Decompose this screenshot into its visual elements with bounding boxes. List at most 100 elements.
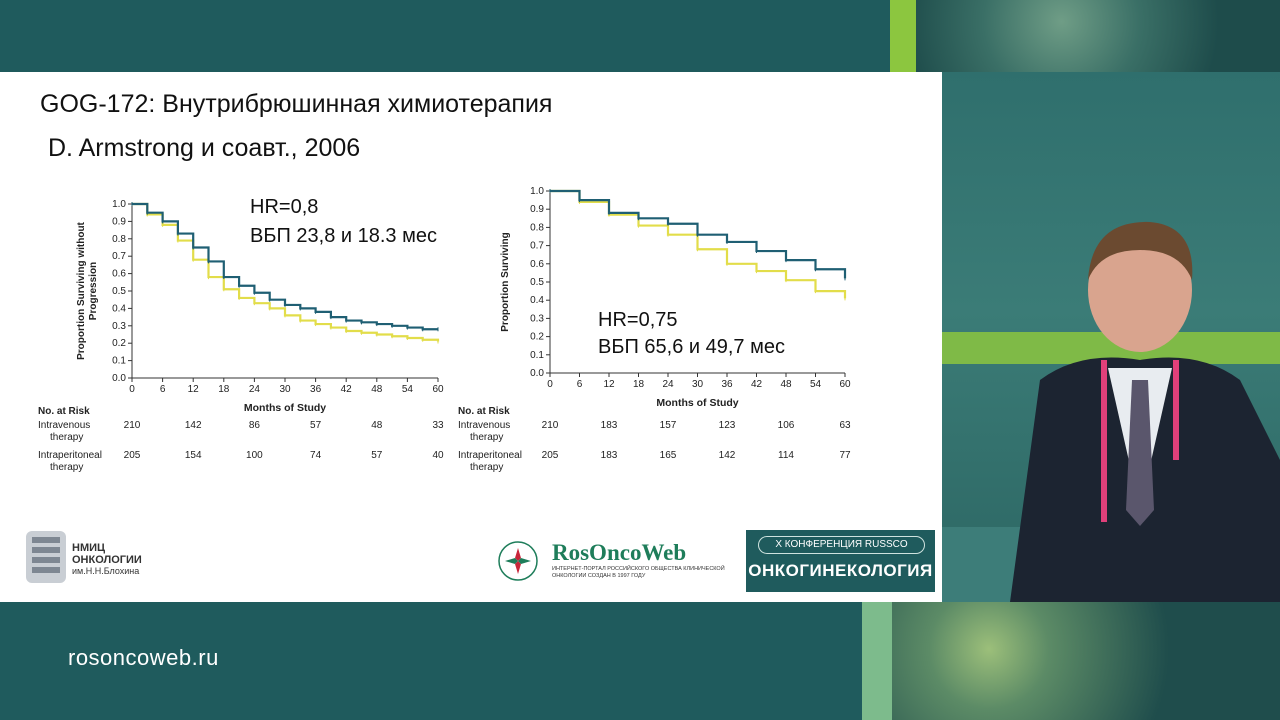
risk-value: 183 (601, 450, 618, 461)
hr-left: HR=0,8 (250, 196, 319, 218)
x-tick-label: 48 (371, 384, 383, 395)
x-tick-label: 60 (432, 384, 444, 395)
conference-badge: X КОНФЕРЕНЦИЯ RUSSCO ОНКОГИНЕКОЛОГИЯ (746, 530, 935, 592)
risk-value: 57 (310, 420, 322, 431)
y-tick-label: 0.6 (112, 269, 126, 280)
y-tick-label: 0.5 (112, 286, 126, 297)
y-tick-label: 0.8 (530, 222, 544, 233)
chart-os: 0 6 12 18 24 30 36 42 48 54 60 0.0 0.1 0.2 0.3 0.4 0.5 0.… (458, 186, 851, 473)
x-tick-label: 30 (692, 379, 704, 390)
risk-row-label: Intraperitoneal (38, 450, 102, 461)
nmic-line2: ОНКОЛОГИИ (72, 554, 142, 566)
y-tick-label: 0.3 (112, 321, 126, 332)
risk-value: 165 (660, 450, 677, 461)
y-tick-label: 0.7 (112, 251, 126, 262)
pfs-left: ВБП 23,8 и 18.3 мес (250, 225, 437, 247)
risk-row-label: Intraperitoneal (458, 450, 522, 461)
website-url[interactable]: rosoncoweb.ru (68, 645, 219, 670)
rosoncoweb-tagline: ИНТЕРНЕТ-ПОРТАЛ РОССИЙСКОГО ОБЩЕСТВА КЛИ… (552, 566, 725, 579)
x-tick-label: 18 (633, 379, 645, 390)
rosoncoweb-emblem-icon (498, 541, 538, 581)
rosoncoweb-logo-text: RosOncoWeb (552, 540, 687, 565)
x-tick-label: 0 (547, 379, 553, 390)
x-tick-label: 48 (780, 379, 792, 390)
y-tick-label: 0.1 (112, 356, 126, 367)
y-tick-label: 0.4 (530, 295, 544, 306)
nmic-line1: НМИЦ (72, 542, 106, 554)
risk-value: 142 (185, 420, 202, 431)
x-tick-label: 42 (751, 379, 763, 390)
risk-row-label: therapy (470, 432, 503, 443)
y-tick-label: 1.0 (112, 199, 126, 210)
risk-value: 33 (432, 420, 444, 431)
bottom-band (0, 602, 862, 720)
risk-value: 210 (124, 420, 141, 431)
y-tick-label: 0.2 (112, 338, 126, 349)
x-tick-label: 36 (310, 384, 322, 395)
x-tick-label: 18 (218, 384, 230, 395)
y-tick-label: 0.9 (112, 216, 126, 227)
risk-value: 106 (778, 420, 795, 431)
chart-pfs: 0 6 12 18 24 30 36 42 48 54 60 0.0 0.1 0.2 0.3 0.4 0.5 0.… (38, 199, 444, 473)
x-tick-label: 60 (839, 379, 851, 390)
y-axis-label: Proportion Surviving without (76, 221, 87, 359)
y-tick-label: 0.9 (530, 204, 544, 215)
accent-bar (890, 0, 916, 72)
x-tick-label: 36 (721, 379, 733, 390)
risk-value: 63 (839, 420, 851, 431)
x-axis-label: Months of Study (656, 397, 738, 409)
x-tick-label: 6 (160, 384, 166, 395)
bottom-accent-bar (862, 602, 892, 720)
y-axis-label-cont: Progression (88, 262, 99, 320)
risk-value: 100 (246, 450, 263, 461)
x-tick-label: 6 (577, 379, 583, 390)
risk-table-header: No. at Risk (458, 406, 510, 417)
conference-title: ОНКОГИНЕКОЛОГИЯ (748, 561, 933, 580)
slide-subtitle: D. Armstrong и соавт., 2006 (48, 134, 361, 162)
risk-row-label: therapy (50, 432, 83, 443)
x-tick-label: 24 (662, 379, 674, 390)
decorative-background-bottom (892, 602, 1280, 720)
risk-value: 205 (542, 450, 559, 461)
risk-value: 57 (371, 450, 383, 461)
speaker-silhouette (1010, 221, 1280, 602)
risk-value: 142 (719, 450, 736, 461)
risk-value: 40 (432, 450, 444, 461)
x-tick-label: 54 (402, 384, 414, 395)
slide-title: GOG-172: Внутрибрюшинная химиотерапия (40, 90, 553, 118)
series-line (550, 189, 847, 299)
top-band (0, 0, 890, 70)
decorative-background (916, 0, 1280, 72)
risk-value: 154 (185, 450, 202, 461)
y-tick-label: 0.8 (112, 234, 126, 245)
series-line (132, 202, 438, 331)
y-tick-label: 0.5 (530, 277, 544, 288)
y-tick-label: 0.0 (112, 373, 126, 384)
nmic-line3: им.Н.Н.Блохина (72, 566, 140, 576)
nmic-logo-icon (26, 531, 66, 583)
y-tick-label: 1.0 (530, 186, 544, 197)
risk-value: 48 (371, 420, 383, 431)
x-tick-label: 30 (279, 384, 291, 395)
y-tick-label: 0.3 (530, 313, 544, 324)
x-tick-label: 0 (129, 384, 135, 395)
x-tick-label: 12 (188, 384, 200, 395)
y-tick-label: 0.2 (530, 332, 544, 343)
x-tick-label: 12 (603, 379, 615, 390)
risk-row-label: Intravenous (38, 420, 90, 431)
risk-row-label: therapy (50, 462, 83, 473)
nmic-logo-text: НМИЦ ОНКОЛОГИИ (72, 542, 142, 566)
y-axis-label: Proportion Surviving (500, 232, 511, 331)
hr-right: HR=0,75 (598, 309, 678, 331)
risk-value: 183 (601, 420, 618, 431)
y-tick-label: 0.1 (530, 350, 544, 361)
x-axis-label: Months of Study (244, 402, 326, 414)
y-tick-label: 0.0 (530, 368, 544, 379)
y-tick-label: 0.7 (530, 241, 544, 252)
conference-pill: X КОНФЕРЕНЦИЯ RUSSCO (758, 536, 925, 554)
y-tick-label: 0.6 (530, 259, 544, 270)
x-tick-label: 24 (249, 384, 261, 395)
x-tick-label: 42 (341, 384, 353, 395)
risk-value: 157 (660, 420, 677, 431)
presentation-slide: GOG-172: Внутрибрюшинная химиотерапия D.… (0, 72, 942, 602)
